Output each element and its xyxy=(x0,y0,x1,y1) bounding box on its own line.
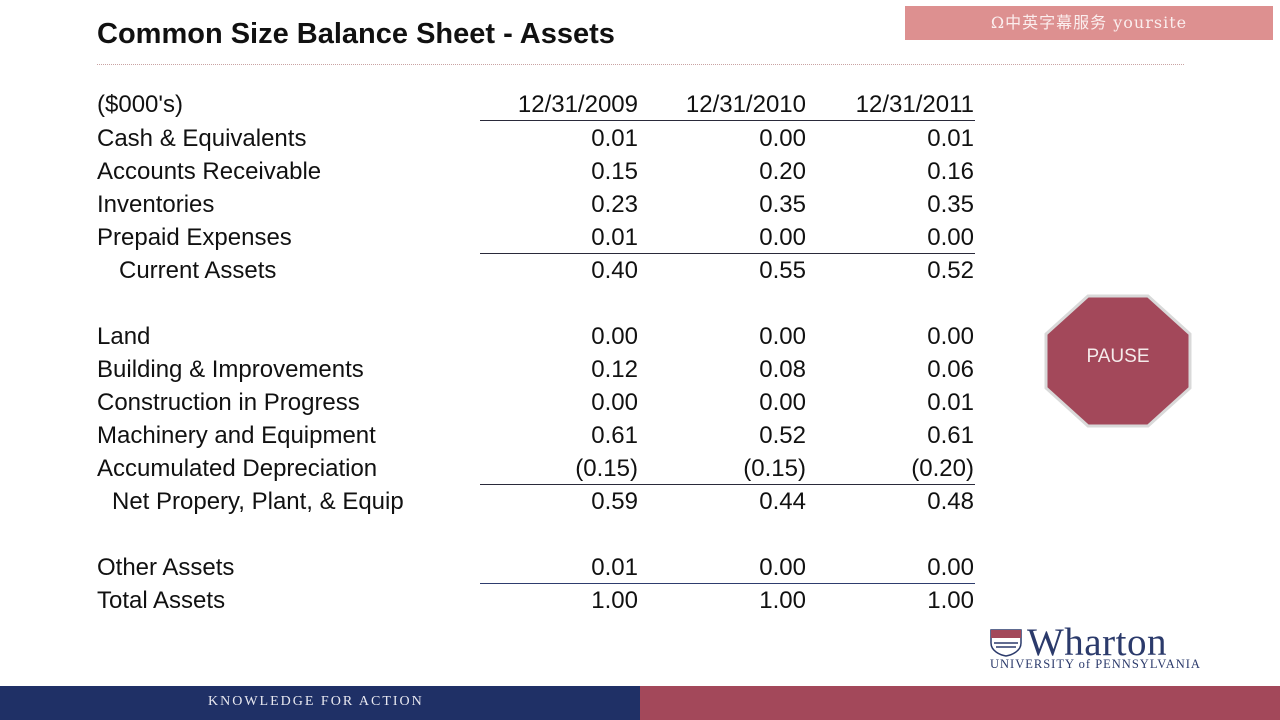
subtotal-rule xyxy=(480,253,975,254)
row-value: 0.23 xyxy=(591,191,638,218)
title-divider xyxy=(97,64,1184,65)
footer-tagline: KNOWLEDGE FOR ACTION xyxy=(208,694,424,709)
row-value: 0.00 xyxy=(927,554,974,581)
subtotal-rule xyxy=(480,484,975,485)
pause-label[interactable]: PAUSE xyxy=(1086,346,1150,367)
row-value: 0.01 xyxy=(927,389,974,416)
header-underline xyxy=(480,120,975,121)
row-value: 0.00 xyxy=(591,323,638,350)
total-value: 1.00 xyxy=(591,587,638,614)
row-label: Other Assets xyxy=(97,554,235,581)
subtotal-value: 0.52 xyxy=(927,257,974,284)
row-label: Machinery and Equipment xyxy=(97,422,376,449)
subtotal-value: 0.44 xyxy=(759,488,806,515)
row-value: 0.01 xyxy=(591,224,638,251)
row-value: 0.06 xyxy=(927,356,974,383)
total-value: 1.00 xyxy=(927,587,974,614)
row-label: Prepaid Expenses xyxy=(97,224,292,251)
wharton-logo: Wharton xyxy=(1027,621,1167,664)
row-value: 0.00 xyxy=(759,125,806,152)
column-header: 12/31/2009 xyxy=(517,91,638,118)
row-label: Land xyxy=(97,323,151,350)
row-value: 0.00 xyxy=(759,224,806,251)
pause-sign-icon[interactable] xyxy=(1044,294,1192,428)
row-value: 0.00 xyxy=(759,323,806,350)
row-value: (0.15) xyxy=(743,455,806,482)
row-value: 0.15 xyxy=(591,158,638,185)
row-value: 0.00 xyxy=(927,224,974,251)
column-header: 12/31/2010 xyxy=(685,91,806,118)
row-value: 0.61 xyxy=(927,422,974,449)
total-value: 1.00 xyxy=(759,587,806,614)
row-value: 0.00 xyxy=(591,389,638,416)
row-label: Construction in Progress xyxy=(97,389,360,416)
row-value: 0.35 xyxy=(759,191,806,218)
footer-bar-left xyxy=(0,686,640,720)
row-value: 0.61 xyxy=(591,422,638,449)
row-value: (0.20) xyxy=(911,455,974,482)
row-value: (0.15) xyxy=(575,455,638,482)
footer-bar-right xyxy=(640,686,1280,720)
row-value: 0.12 xyxy=(591,356,638,383)
slide-title: Common Size Balance Sheet - Assets xyxy=(97,18,615,50)
subtotal-value: 0.59 xyxy=(591,488,638,515)
row-label: Accounts Receivable xyxy=(97,158,322,185)
row-label: Inventories xyxy=(97,191,215,218)
unit-label: ($000's) xyxy=(97,91,183,118)
subtotal-value: 0.48 xyxy=(927,488,974,515)
row-value: 0.00 xyxy=(927,323,974,350)
row-value: 0.35 xyxy=(927,191,974,218)
subtitle-watermark: Ω中英字幕服务 yoursite xyxy=(905,6,1273,40)
subtotal-label: Current Assets xyxy=(119,257,277,284)
row-value: 0.01 xyxy=(927,125,974,152)
total-rule xyxy=(480,583,975,584)
row-value: 0.01 xyxy=(591,554,638,581)
row-label: Accumulated Depreciation xyxy=(97,455,378,482)
row-label: Building & Improvements xyxy=(97,356,364,383)
row-value: 0.08 xyxy=(759,356,806,383)
subtotal-value: 0.55 xyxy=(759,257,806,284)
row-value: 0.52 xyxy=(759,422,806,449)
subtotal-label: Net Propery, Plant, & Equip xyxy=(112,488,404,515)
row-value: 0.00 xyxy=(759,554,806,581)
row-value: 0.00 xyxy=(759,389,806,416)
row-label: Cash & Equivalents xyxy=(97,125,307,152)
penn-shield-icon xyxy=(990,629,1022,657)
row-value: 0.01 xyxy=(591,125,638,152)
column-header: 12/31/2011 xyxy=(855,91,974,118)
total-label: Total Assets xyxy=(97,587,226,614)
row-value: 0.20 xyxy=(759,158,806,185)
wharton-logo-subtitle: UNIVERSITY of PENNSYLVANIA xyxy=(990,657,1201,671)
subtotal-value: 0.40 xyxy=(591,257,638,284)
row-value: 0.16 xyxy=(927,158,974,185)
